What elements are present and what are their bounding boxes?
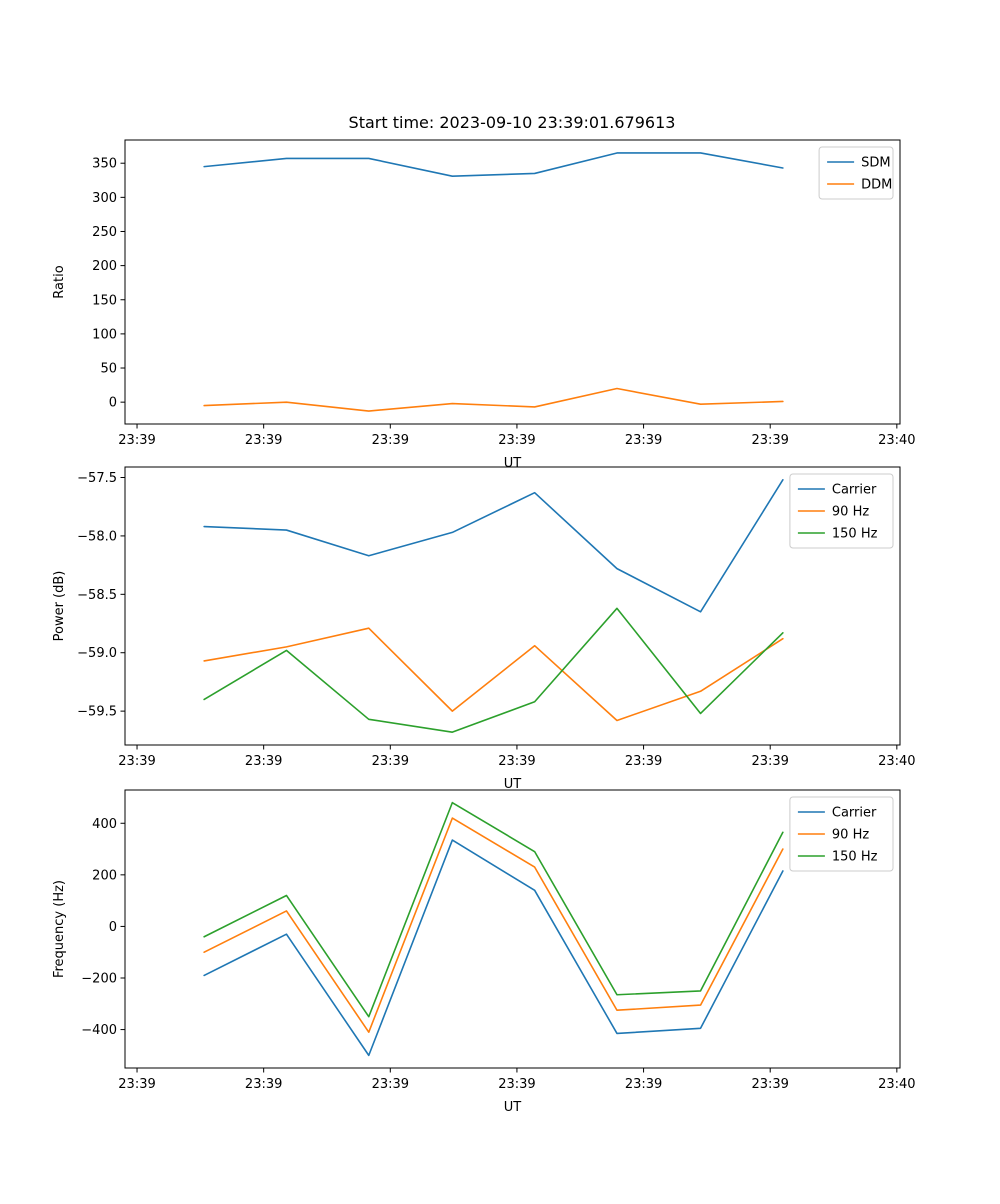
x-tick-label: 23:39 <box>245 1077 282 1092</box>
y-tick-label: 0 <box>109 396 117 411</box>
axes-frame <box>124 466 901 746</box>
plot-line-90-hz <box>203 817 784 1033</box>
y-tick-label: −400 <box>81 1023 117 1038</box>
x-tick-label: 23:40 <box>878 1077 915 1092</box>
ratio-chart: 23:39 23:39 23:39 23:39 23:39 23:39 23:40 0 50 10… <box>52 139 916 471</box>
y-axis-label: Power (dB) <box>52 571 67 642</box>
x-tick-label: 23:39 <box>498 433 535 448</box>
y-tick-label: −58.5 <box>77 588 117 603</box>
x-tick-label: 23:39 <box>118 1077 155 1092</box>
plot-line-carrier <box>203 839 784 1057</box>
legend-label-carrier: Carrier <box>832 806 877 821</box>
y-tick-label: −58.0 <box>77 529 117 544</box>
plot-line-sdm <box>203 152 784 177</box>
y-tick-label: 200 <box>92 259 117 274</box>
x-tick-label: 23:39 <box>751 1077 788 1092</box>
y-tick-label: 400 <box>92 817 117 832</box>
figure-title: Start time: 2023-09-10 23:39:01.679613 <box>349 113 676 132</box>
legend-label-ddm: DDM <box>861 178 892 193</box>
y-tick-label: 350 <box>92 157 117 172</box>
x-tick-label: 23:39 <box>118 433 155 448</box>
x-tick-label: 23:39 <box>751 754 788 769</box>
legend-box <box>789 796 894 872</box>
x-tick-label: 23:39 <box>245 433 282 448</box>
y-tick-label: 100 <box>92 327 117 342</box>
x-tick-label: 23:39 <box>118 754 155 769</box>
power-chart: 23:39 23:39 23:39 23:39 23:39 23:39 23:40 −59.5… <box>52 466 916 792</box>
y-tick-label: 0 <box>109 920 117 935</box>
y-tick-label: −200 <box>81 971 117 986</box>
axes-frame <box>124 139 901 425</box>
legend-box <box>818 146 894 200</box>
plot-line-ddm <box>203 387 784 412</box>
legend-label-90-hz: 90 Hz <box>832 505 869 520</box>
legend-box <box>789 473 894 549</box>
x-tick-label: 23:40 <box>878 433 915 448</box>
x-tick-label: 23:39 <box>372 754 409 769</box>
y-tick-label: −59.0 <box>77 646 117 661</box>
x-tick-label: 23:39 <box>498 754 535 769</box>
x-tick-label: 23:39 <box>372 433 409 448</box>
y-tick-label: 200 <box>92 868 117 883</box>
axes-frame <box>124 789 901 1069</box>
legend-label-90-hz: 90 Hz <box>832 828 869 843</box>
plot-line-150-hz <box>203 607 784 733</box>
x-tick-label: 23:39 <box>625 1077 662 1092</box>
y-axis-label: Frequency (Hz) <box>52 880 67 978</box>
y-tick-label: 150 <box>92 293 117 308</box>
y-tick-label: 50 <box>100 362 117 377</box>
legend-label-carrier: Carrier <box>832 483 877 498</box>
x-tick-label: 23:39 <box>372 1077 409 1092</box>
x-axis-label: UT <box>504 1100 522 1115</box>
y-tick-label: 300 <box>92 191 117 206</box>
x-tick-label: 23:39 <box>498 1077 535 1092</box>
x-tick-label: 23:39 <box>245 754 282 769</box>
y-axis-label: Ratio <box>52 265 67 298</box>
legend-label-sdm: SDM <box>861 156 890 171</box>
x-tick-label: 23:39 <box>625 433 662 448</box>
y-tick-label: −57.5 <box>77 471 117 486</box>
x-tick-label: 23:39 <box>751 433 788 448</box>
x-axis-label: UT <box>504 456 522 471</box>
frequency-chart: 23:39 23:39 23:39 23:39 23:39 23:39 23:40 −400 −… <box>52 789 916 1115</box>
y-tick-label: −59.5 <box>77 705 117 720</box>
x-tick-label: 23:40 <box>878 754 915 769</box>
plot-line-150-hz <box>203 801 784 1018</box>
plot-line-carrier <box>203 479 784 613</box>
x-tick-label: 23:39 <box>625 754 662 769</box>
legend-label-150-hz: 150 Hz <box>832 527 878 542</box>
legend-label-150-hz: 150 Hz <box>832 850 878 865</box>
y-tick-label: 250 <box>92 225 117 240</box>
x-axis-label: UT <box>504 777 522 792</box>
